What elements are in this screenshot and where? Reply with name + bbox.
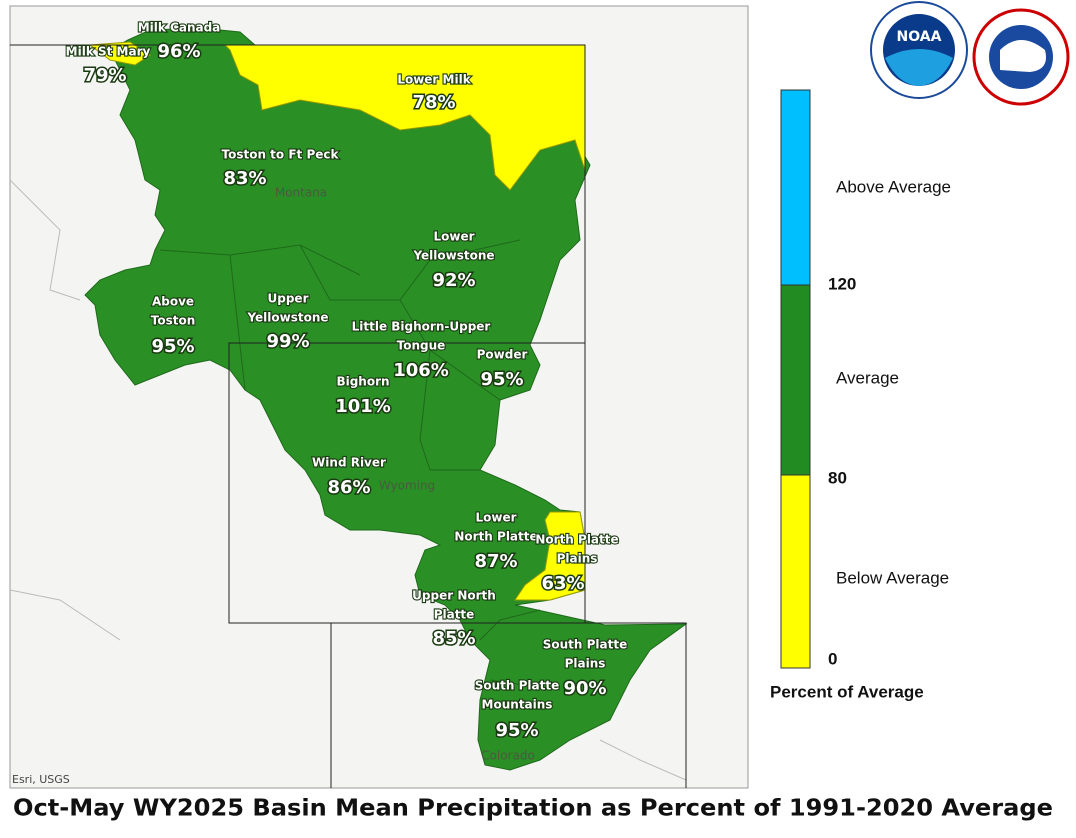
basin-name: Above (152, 295, 194, 309)
basin-name: Milk Canada (138, 21, 221, 35)
terrain-lines (9, 179, 687, 781)
legend-title: Percent of Average (770, 682, 924, 701)
attribution: Esri, USGS (12, 773, 70, 786)
basin-name: Tongue (397, 339, 446, 353)
state-name: Wyoming (379, 479, 435, 493)
basin-name: Lower (475, 511, 516, 525)
basin-name: South Platte (475, 679, 560, 693)
basin-value: 106% (393, 360, 449, 381)
state-name: Colorado (481, 749, 535, 763)
basin-value: 86% (327, 477, 370, 498)
basin-value: 83% (223, 168, 266, 189)
basin-value: 90% (563, 678, 606, 699)
legend-class: Above Average (836, 177, 951, 196)
basin-name: Plains (557, 552, 598, 566)
basin-value: 85% (432, 628, 475, 649)
basin-value: 95% (480, 369, 523, 390)
noaa-wave (885, 49, 953, 86)
basin-value: 78% (412, 92, 455, 113)
basin-name: Upper (268, 292, 309, 306)
legend-class: Average (836, 368, 899, 387)
basin-name: South Platte (543, 638, 628, 652)
noaa-text: NOAA (897, 29, 942, 45)
basin-name: Toston (151, 314, 196, 328)
state-lines (10, 44, 687, 788)
basin-value: 63% (541, 573, 584, 594)
basin-name: Yellowstone (246, 311, 328, 325)
basin-name: Upper North (412, 589, 496, 603)
basin-name: Yellowstone (412, 249, 494, 263)
basin-value: 95% (151, 336, 194, 357)
basin-below (223, 44, 586, 191)
legend-swatch (780, 284, 811, 476)
basin-boundaries (159, 239, 561, 691)
basin-value: 101% (335, 396, 391, 417)
basin-value: 96% (157, 41, 200, 62)
legend-swatch (780, 89, 811, 286)
basin-name: Powder (477, 348, 528, 362)
basin-name: North Platte (454, 530, 537, 544)
basin-name: Little Bighorn-Upper (352, 320, 491, 334)
legend-break: 0 (828, 649, 837, 668)
basin-name: North Platte (535, 533, 618, 547)
basin-value: 95% (495, 720, 538, 741)
basin-value: 87% (474, 551, 517, 572)
basin-value: 79% (83, 65, 126, 86)
legend-class: Below Average (836, 568, 949, 587)
basin-name: Platte (434, 608, 475, 622)
page-title: Oct-May WY2025 Basin Mean Precipitation … (13, 796, 1053, 822)
basin-below (514, 511, 586, 601)
basin-name: Lower (433, 230, 474, 244)
basin-name: Toston to Ft Peck (222, 148, 340, 162)
basin-value: 92% (432, 270, 475, 291)
basin-name: Mountains (482, 698, 553, 712)
basin-name: Milk St Mary (66, 45, 151, 59)
legend-break: 120 (828, 274, 856, 293)
legend-break: 80 (828, 468, 847, 487)
basin-value: 99% (266, 331, 309, 352)
nws-cloud (1000, 40, 1046, 72)
state-name: Montana (275, 186, 327, 200)
basin-below (88, 41, 151, 66)
legend-swatch (780, 474, 811, 669)
basin-name: Plains (565, 657, 606, 671)
basin-name: Lower Milk (397, 73, 471, 87)
basin-name: Wind River (312, 456, 386, 470)
basin-name: Bighorn (336, 375, 389, 389)
